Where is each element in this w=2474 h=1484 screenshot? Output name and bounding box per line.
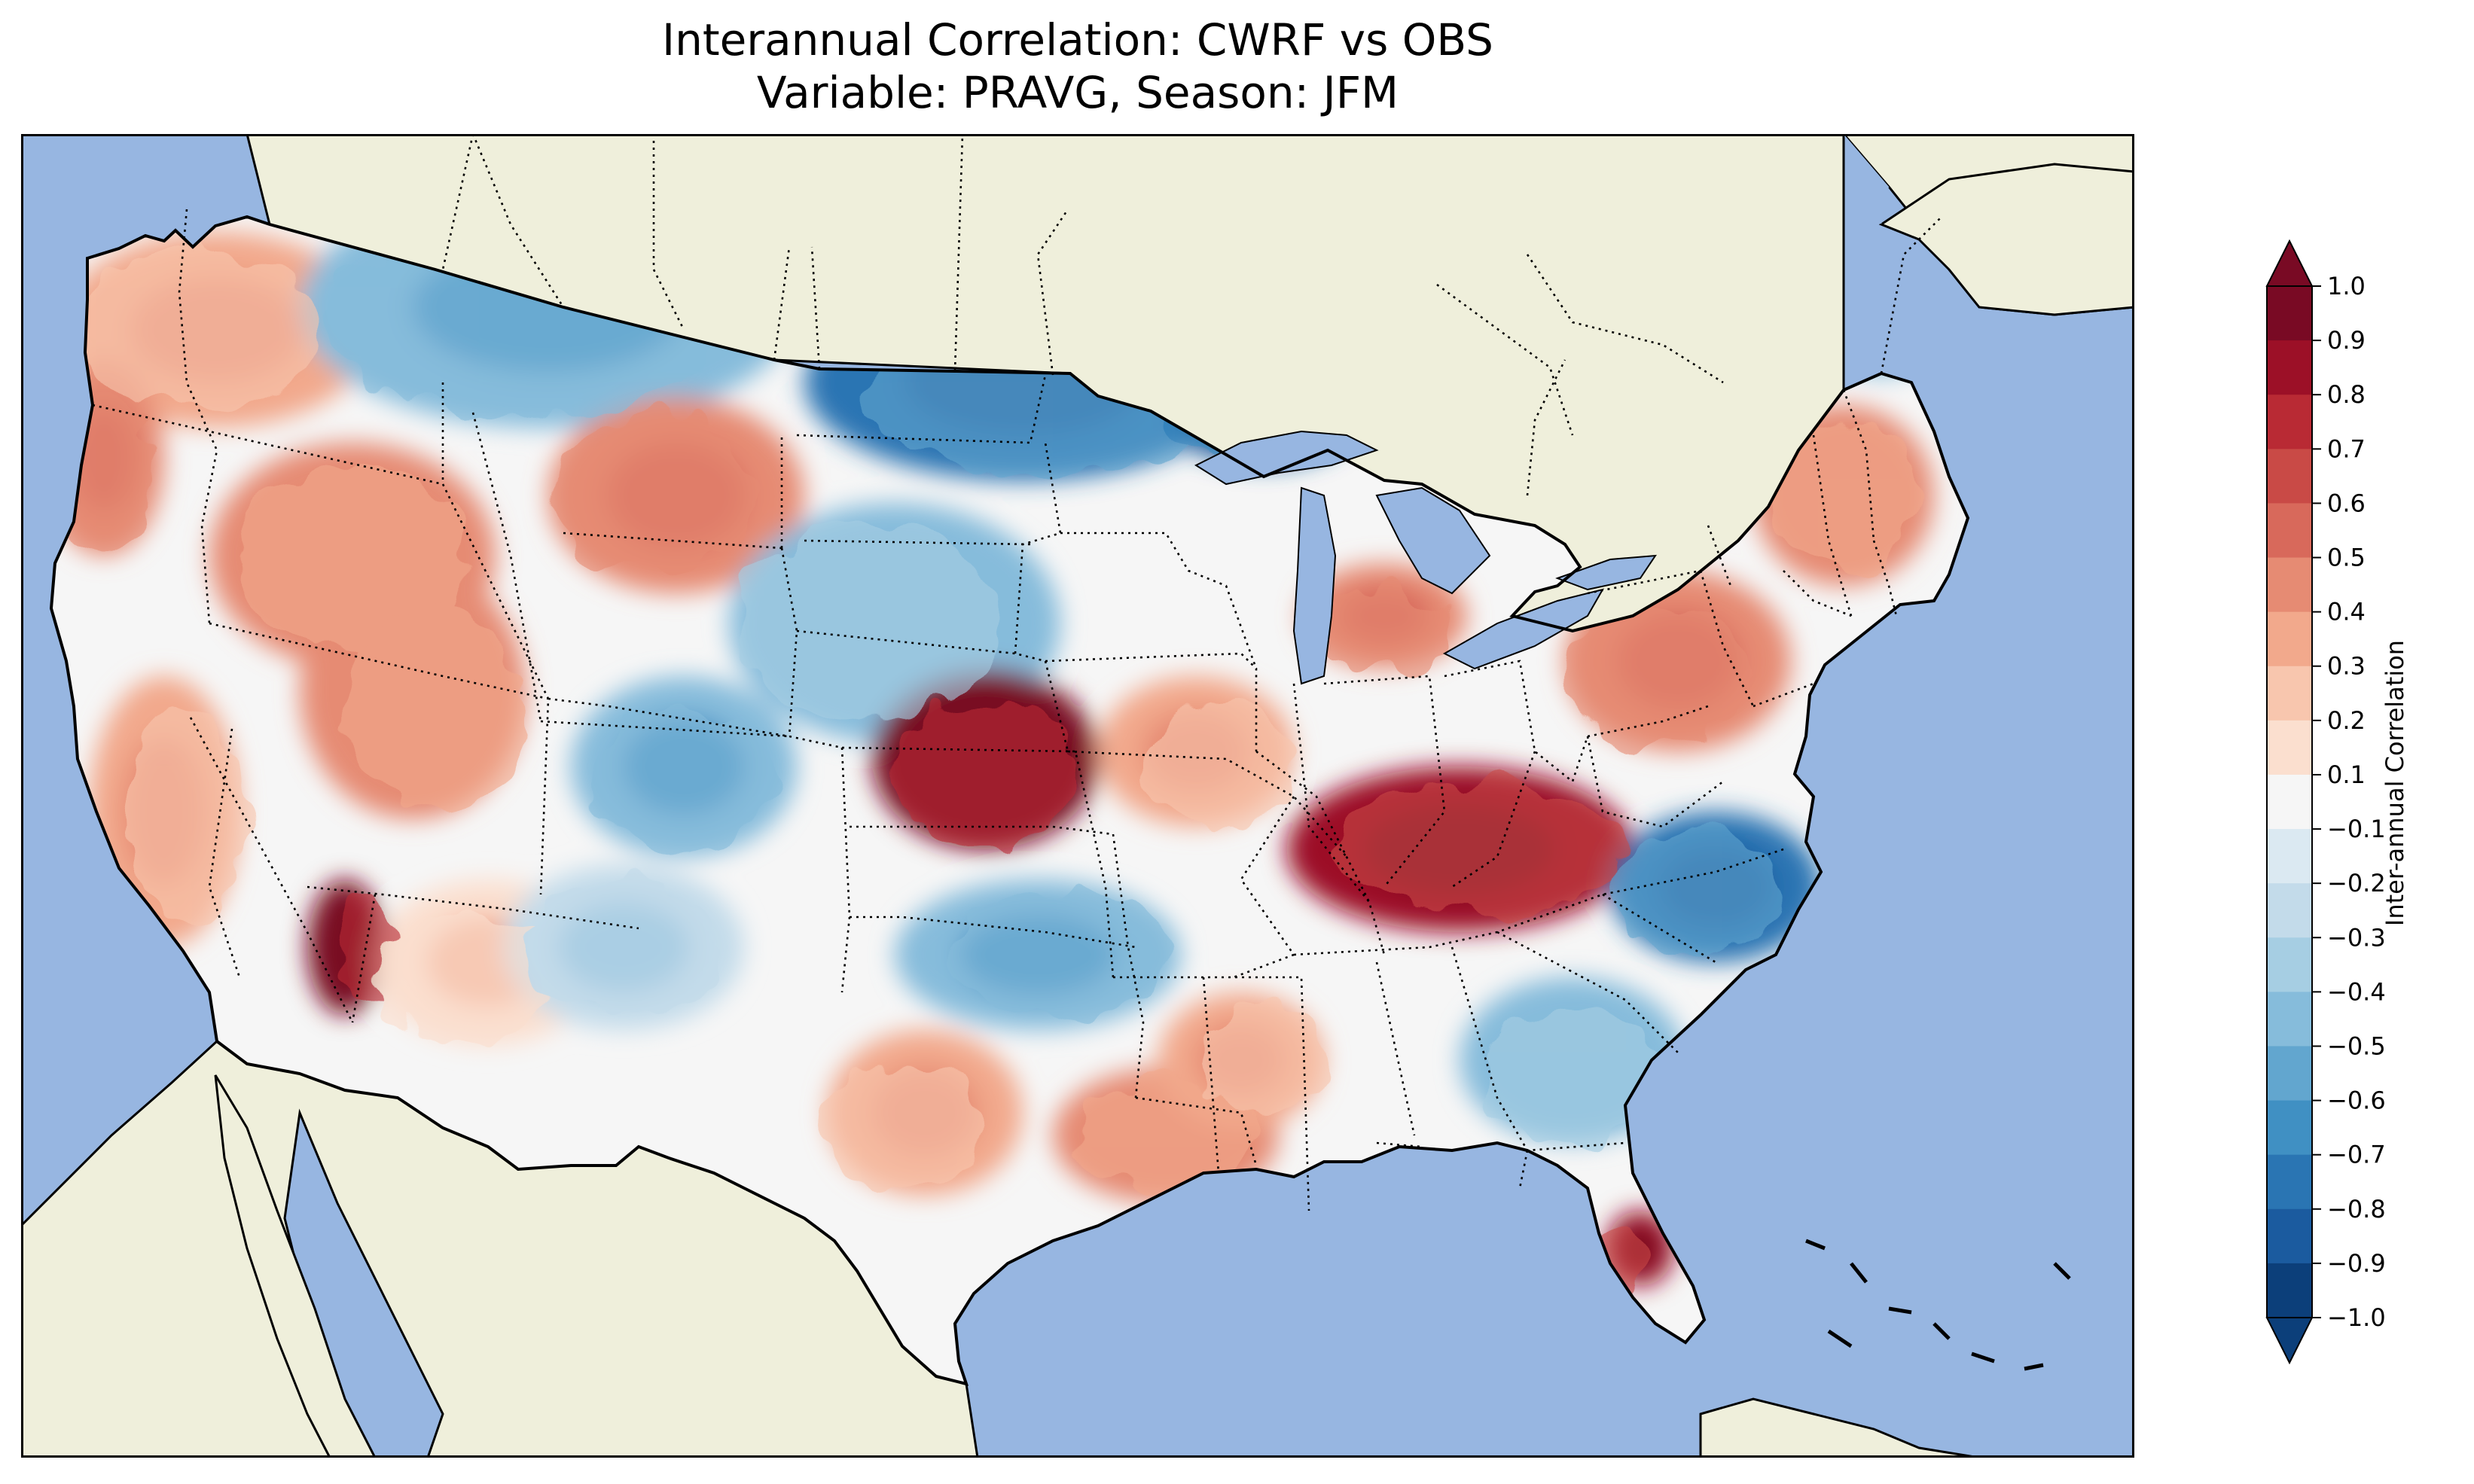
correlation-texture	[238, 465, 467, 646]
colorbar: 1.0 0.9 0.8 0.7 0.6 0.5 0.4 0.3 0.2 0.1 −0.1 −0.2 −0…	[2252, 239, 2474, 1365]
lake-ontario	[1555, 554, 1657, 591]
map-canvas	[21, 134, 2134, 1458]
cuba-land	[1699, 1397, 1980, 1458]
colorbar-graphic: 1.0 0.9 0.8 0.7 0.6 0.5 0.4 0.3 0.2 0.1 −0.1 −0.2 −0…	[2265, 239, 2386, 1365]
colorbar-segment	[2267, 340, 2312, 395]
correlation-texture	[824, 1062, 981, 1194]
colorbar-tick-label: 1.0	[2327, 272, 2366, 300]
colorbar-tick-label: 0.7	[2327, 434, 2366, 463]
baja-california-land	[214, 1074, 377, 1458]
correlation-texture	[551, 417, 756, 574]
colorbar-segment	[2267, 449, 2312, 504]
map-border	[21, 134, 2134, 1458]
correlation-texture	[68, 251, 321, 408]
colorbar-tick-label: −0.7	[2327, 1141, 2386, 1169]
colorbar-segment	[2267, 395, 2312, 449]
colorbar-segment	[2267, 666, 2312, 721]
colorbar-segment	[2267, 1263, 2312, 1318]
colorbar-label: Inter-annual Correlation	[2381, 639, 2409, 927]
state-boundaries	[92, 134, 1942, 1211]
maritime-canada-land	[1878, 163, 2134, 316]
correlation-texture	[895, 702, 1075, 846]
colorbar-segment	[2267, 557, 2312, 613]
correlation-texture	[593, 709, 774, 854]
colorbar-tick-label: 0.1	[2327, 760, 2366, 789]
correlation-texture	[1344, 783, 1621, 916]
colorbar-segment	[2267, 1046, 2312, 1102]
gulf-st-lawrence	[1844, 134, 1889, 224]
colorbar-segment	[2267, 720, 2312, 776]
correlation-texture	[527, 881, 720, 1013]
map-panel	[21, 134, 2134, 1458]
correlation-texture	[1771, 423, 1916, 568]
colorbar-segment	[2267, 883, 2312, 938]
colorbar-tick-label: −0.9	[2327, 1249, 2386, 1278]
colorbar-tick-label: 0.9	[2327, 326, 2366, 355]
colorbar-tick-label: −0.4	[2327, 977, 2386, 1006]
colorbar-tick-label: 0.4	[2327, 598, 2366, 626]
correlation-texture	[1482, 1009, 1663, 1141]
chart-subtitle: Variable: PRAVG, Season: JFM	[756, 67, 1399, 118]
colorbar-segment	[2267, 1154, 2312, 1210]
colorbar-tick-label: −0.5	[2327, 1031, 2386, 1060]
colorbar-extend-max	[2265, 239, 2314, 287]
colorbar-segment	[2267, 829, 2312, 884]
colorbar-segment	[2267, 286, 2312, 341]
colorbar-tick-label: −0.3	[2327, 923, 2386, 952]
colorbar-outline	[2266, 285, 2313, 1318]
colorbar-tick-label: −1.0	[2327, 1303, 2386, 1332]
colorbar-segment	[2267, 611, 2312, 667]
colorbar-tick-label: −0.1	[2327, 815, 2386, 843]
colorbar-segment	[2267, 1208, 2312, 1264]
correlation-texture	[127, 703, 247, 920]
chart-title: Interannual Correlation: CWRF vs OBS	[661, 14, 1493, 66]
colorbar-tick-label: 0.3	[2327, 652, 2366, 681]
colorbar-segment	[2267, 992, 2312, 1047]
correlation-texture	[946, 894, 1175, 1015]
colorbar-tick-label: −0.6	[2327, 1086, 2386, 1115]
lake-huron	[1375, 486, 1491, 595]
correlation-texture	[1140, 706, 1297, 827]
correlation-texture	[1318, 589, 1451, 673]
correlation-texture	[1565, 604, 1746, 748]
correlation-texture	[345, 604, 526, 809]
colorbar-tick-label: 0.6	[2327, 489, 2366, 517]
colorbar-segment	[2267, 774, 2312, 830]
correlation-texture	[375, 911, 556, 1044]
colorbar-segment	[2267, 937, 2312, 992]
lake-superior	[1194, 430, 1379, 486]
correlation-texture	[1609, 827, 1777, 947]
colorbar-segment	[2267, 1100, 2312, 1156]
lake-michigan	[1292, 486, 1337, 685]
colorbar-tick-label: 0.8	[2327, 380, 2366, 409]
colorbar-tick-label: 0.2	[2327, 706, 2366, 735]
great-lakes	[1194, 430, 1657, 685]
colorbar-tick-label: 0.5	[2327, 544, 2366, 572]
lake-erie	[1442, 588, 1605, 670]
bahamas-islands	[1805, 1239, 2071, 1371]
colorbar-segment	[2267, 503, 2312, 559]
correlation-texture	[1197, 1006, 1330, 1114]
colorbar-tick-label: −0.8	[2327, 1195, 2386, 1223]
correlation-texture	[740, 527, 1005, 720]
colorbar-tick-label: −0.2	[2327, 869, 2386, 897]
colorbar-extend-min	[2265, 1317, 2314, 1365]
